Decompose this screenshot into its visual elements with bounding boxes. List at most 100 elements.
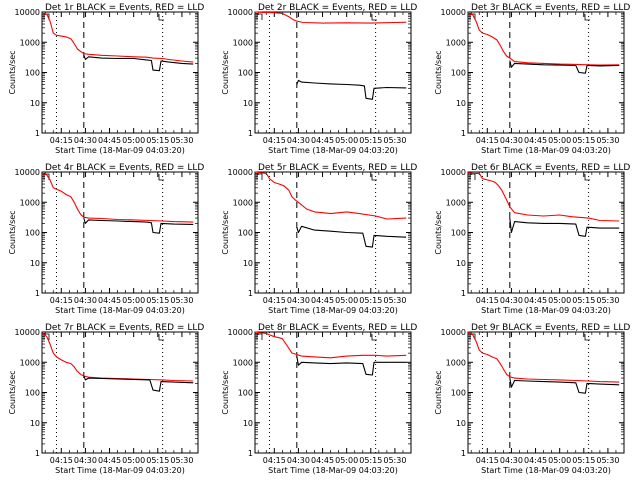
x-tick-label: 04:15 — [50, 456, 73, 465]
y-axis-label: Counts/sec — [8, 210, 17, 254]
x-tick-label: 05:30 — [596, 456, 619, 465]
panel-7: Det 7r BLACK = Events, RED = LLD 1 10 100 10… — [8, 323, 204, 475]
x-axis-label: Start Time (18-Mar-09 04:03:20) — [55, 146, 185, 155]
panel-title: Det 9r BLACK = Events, RED = LLD — [471, 323, 630, 333]
corner-glyph — [584, 14, 590, 21]
plot-frame — [254, 11, 412, 134]
x-tick-label: 05:15 — [572, 456, 595, 465]
x-tick-label: 05:00 — [122, 456, 145, 465]
x-tick-label: 04:15 — [476, 296, 499, 305]
panel-1: Det 1r BLACK = Events, RED = LLD 1 10 100 10… — [8, 3, 204, 155]
corner-glyph — [158, 14, 164, 21]
y-tick-label: 1 — [248, 129, 253, 138]
y-tick-label: 100 — [238, 229, 253, 238]
plot-frame — [467, 11, 625, 134]
x-tick-label: 04:30 — [500, 136, 523, 145]
y-tick-label: 1 — [461, 289, 466, 298]
series-line-events-black — [296, 225, 407, 248]
x-axis-label: Start Time (18-Mar-09 04:03:20) — [55, 306, 185, 315]
x-tick-label: 04:30 — [74, 296, 97, 305]
y-tick-label: 10 — [456, 419, 466, 428]
panel-title: Det 1r BLACK = Events, RED = LLD — [45, 3, 204, 13]
series-line-lld-red — [254, 171, 407, 220]
x-axis-label: Start Time (18-Mar-09 04:03:20) — [268, 146, 398, 155]
y-tick-label: 1 — [35, 289, 40, 298]
panel-4: Det 4r BLACK = Events, RED = LLD 1 10 100 10… — [8, 163, 204, 315]
panel-title: Det 2r BLACK = Events, RED = LLD — [258, 3, 417, 13]
y-tick-label: 1 — [461, 129, 466, 138]
x-tick-label: 05:30 — [383, 296, 406, 305]
y-tick-label: 100 — [451, 69, 466, 78]
y-tick-label: 1000 — [446, 38, 466, 47]
y-tick-label: 1 — [248, 449, 253, 458]
y-tick-label: 100 — [25, 389, 40, 398]
y-tick-label: 1000 — [233, 358, 253, 367]
x-axis-label: Start Time (18-Mar-09 04:03:20) — [55, 466, 185, 475]
y-axis-label: Counts/sec — [434, 50, 443, 94]
series-line-events-black — [83, 217, 194, 234]
plot-frame — [254, 331, 412, 454]
x-tick-label: 04:15 — [263, 136, 286, 145]
y-tick-label: 100 — [238, 69, 253, 78]
series-line-events-black — [509, 218, 620, 237]
y-axis-label: Counts/sec — [221, 210, 230, 254]
series-line-lld-red — [254, 11, 407, 24]
y-axis-label: Counts/sec — [8, 50, 17, 94]
plot-frame — [254, 171, 412, 294]
series-line-events-black — [83, 54, 194, 72]
y-axis-label: Counts/sec — [434, 210, 443, 254]
x-tick-label: 05:00 — [335, 456, 358, 465]
panel-title: Det 3r BLACK = Events, RED = LLD — [471, 3, 630, 13]
x-tick-label: 04:45 — [524, 456, 547, 465]
corner-glyph — [371, 14, 377, 21]
x-tick-label: 04:15 — [50, 296, 73, 305]
x-tick-label: 04:45 — [311, 136, 334, 145]
x-axis-label: Start Time (18-Mar-09 04:03:20) — [481, 146, 611, 155]
series-line-lld-red — [41, 332, 194, 382]
x-tick-label: 05:15 — [146, 296, 169, 305]
x-tick-label: 04:45 — [524, 136, 547, 145]
y-tick-label: 100 — [25, 229, 40, 238]
panel-6: Det 6r BLACK = Events, RED = LLD 1 10 100 10… — [434, 163, 630, 315]
panel-title: Det 4r BLACK = Events, RED = LLD — [45, 163, 204, 173]
plot-frame — [41, 11, 199, 134]
panel-3: Det 3r BLACK = Events, RED = LLD 1 10 100 10… — [434, 3, 630, 155]
x-axis-label: Start Time (18-Mar-09 04:03:20) — [268, 306, 398, 315]
x-axis-label: Start Time (18-Mar-09 04:03:20) — [481, 466, 611, 475]
x-tick-label: 05:30 — [170, 296, 193, 305]
x-tick-label: 05:00 — [335, 296, 358, 305]
y-tick-label: 1 — [461, 449, 466, 458]
x-tick-label: 05:15 — [146, 136, 169, 145]
x-tick-label: 04:30 — [500, 296, 523, 305]
y-tick-label: 10 — [243, 259, 253, 268]
series-line-lld-red — [41, 172, 194, 223]
x-tick-label: 05:15 — [572, 296, 595, 305]
x-tick-label: 04:45 — [311, 296, 334, 305]
x-tick-label: 04:30 — [500, 456, 523, 465]
y-tick-label: 10000 — [228, 8, 253, 17]
series-line-lld-red — [467, 331, 620, 383]
panel-title: Det 8r BLACK = Events, RED = LLD — [258, 323, 417, 333]
y-tick-label: 10 — [30, 259, 40, 268]
plot-frame — [41, 331, 199, 454]
x-tick-label: 04:15 — [476, 456, 499, 465]
y-axis-label: Counts/sec — [221, 50, 230, 94]
y-tick-label: 10 — [456, 259, 466, 268]
x-tick-label: 04:30 — [74, 456, 97, 465]
x-tick-label: 05:30 — [170, 456, 193, 465]
plot-frame — [467, 171, 625, 294]
y-tick-label: 100 — [238, 389, 253, 398]
series-line-events-black — [509, 60, 620, 74]
panel-title: Det 6r BLACK = Events, RED = LLD — [471, 163, 630, 173]
y-tick-label: 10000 — [441, 328, 466, 337]
panel-8: Det 8r BLACK = Events, RED = LLD 1 10 100 10… — [221, 323, 417, 475]
y-tick-label: 1000 — [233, 38, 253, 47]
series-line-lld-red — [467, 172, 620, 222]
y-tick-label: 1000 — [233, 198, 253, 207]
x-tick-label: 04:45 — [524, 296, 547, 305]
x-tick-label: 05:15 — [359, 296, 382, 305]
y-tick-label: 1 — [248, 289, 253, 298]
x-axis-label: Start Time (18-Mar-09 04:03:20) — [268, 466, 398, 475]
y-tick-label: 1000 — [20, 198, 40, 207]
corner-glyph — [371, 174, 377, 181]
